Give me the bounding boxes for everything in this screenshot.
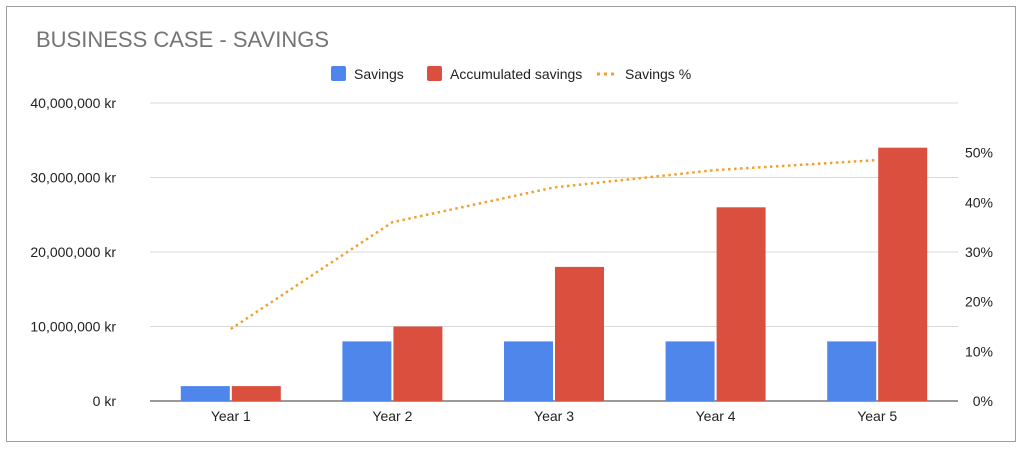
right-axis: 0% 10% 20% 30% 40% 50% xyxy=(965,145,993,409)
legend: Savings Accumulated savings Savings % xyxy=(331,66,691,82)
savings-bar xyxy=(827,341,877,401)
bars xyxy=(180,147,928,401)
chart-title: BUSINESS CASE - SAVINGS xyxy=(36,27,329,52)
x-tick-label: Year 4 xyxy=(696,408,736,424)
left-tick-label: 20,000,000 kr xyxy=(30,244,116,260)
savings-pct-line xyxy=(230,158,878,331)
savings-bar xyxy=(504,341,553,401)
right-tick-label: 20% xyxy=(965,294,993,310)
left-tick-label: 10,000,000 kr xyxy=(30,319,116,335)
savings-bar xyxy=(180,386,230,401)
legend-label: Savings xyxy=(354,66,404,82)
right-tick-label: 50% xyxy=(965,145,993,161)
savings-bar xyxy=(665,341,715,401)
x-tick-label: Year 3 xyxy=(534,408,574,424)
accumulated-savings-bar xyxy=(716,207,766,401)
savings-bar xyxy=(342,341,392,401)
x-tick-label: Year 5 xyxy=(857,408,897,424)
accumulated-savings-bar xyxy=(878,147,928,401)
accumulated-savings-bar xyxy=(393,326,443,401)
left-tick-label: 0 kr xyxy=(93,393,117,409)
legend-label: Accumulated savings xyxy=(450,66,582,82)
x-tick-label: Year 1 xyxy=(211,408,251,424)
right-tick-label: 0% xyxy=(973,393,993,409)
savings-pct-polyline xyxy=(230,158,878,331)
accumulated-savings-bar xyxy=(555,266,604,401)
legend-swatch xyxy=(427,66,442,81)
x-tick-label: Year 2 xyxy=(372,408,412,424)
gridlines xyxy=(150,102,958,402)
legend-label: Savings % xyxy=(625,66,691,82)
left-tick-label: 30,000,000 kr xyxy=(30,170,116,186)
left-tick-label: 40,000,000 kr xyxy=(30,95,116,111)
right-tick-label: 10% xyxy=(965,343,993,359)
x-axis: Year 1 Year 2 Year 3 Year 4 Year 5 xyxy=(211,408,898,424)
right-tick-label: 30% xyxy=(965,244,993,260)
accumulated-savings-bar xyxy=(231,386,281,401)
left-axis: 0 kr 10,000,000 kr 20,000,000 kr 30,000,000… xyxy=(30,95,116,409)
right-tick-label: 40% xyxy=(965,194,993,210)
legend-swatch xyxy=(331,66,346,81)
